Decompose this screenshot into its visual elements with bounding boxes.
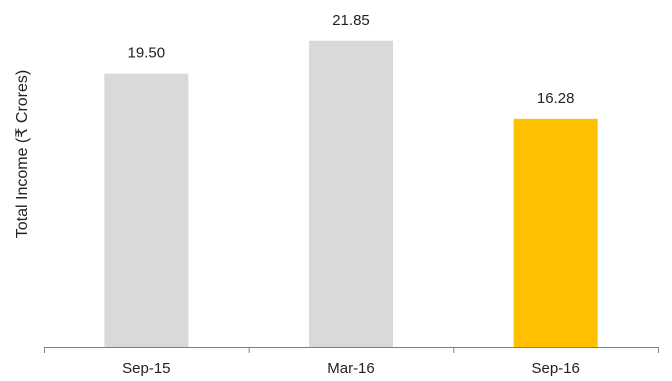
bars-layer — [104, 40, 598, 347]
data-label-mar-16: 21.85 — [332, 12, 370, 29]
y-axis-label: Total Income (₹ Crores) — [14, 70, 31, 238]
bar-sep-15 — [104, 73, 189, 347]
x-tick-label-sep-15: Sep-15 — [122, 360, 170, 377]
x-tick-label-sep-16: Sep-16 — [531, 360, 579, 377]
bar-mar-16 — [309, 40, 393, 347]
x-axis: Sep-15 Mar-16 Sep-16 — [44, 347, 659, 377]
x-tick-label-mar-16: Mar-16 — [327, 360, 375, 377]
bar-sep-16 — [513, 118, 598, 347]
data-labels-layer: 19.50 21.85 16.28 — [128, 12, 575, 107]
data-label-sep-16: 16.28 — [537, 90, 575, 107]
data-label-sep-15: 19.50 — [128, 45, 166, 62]
